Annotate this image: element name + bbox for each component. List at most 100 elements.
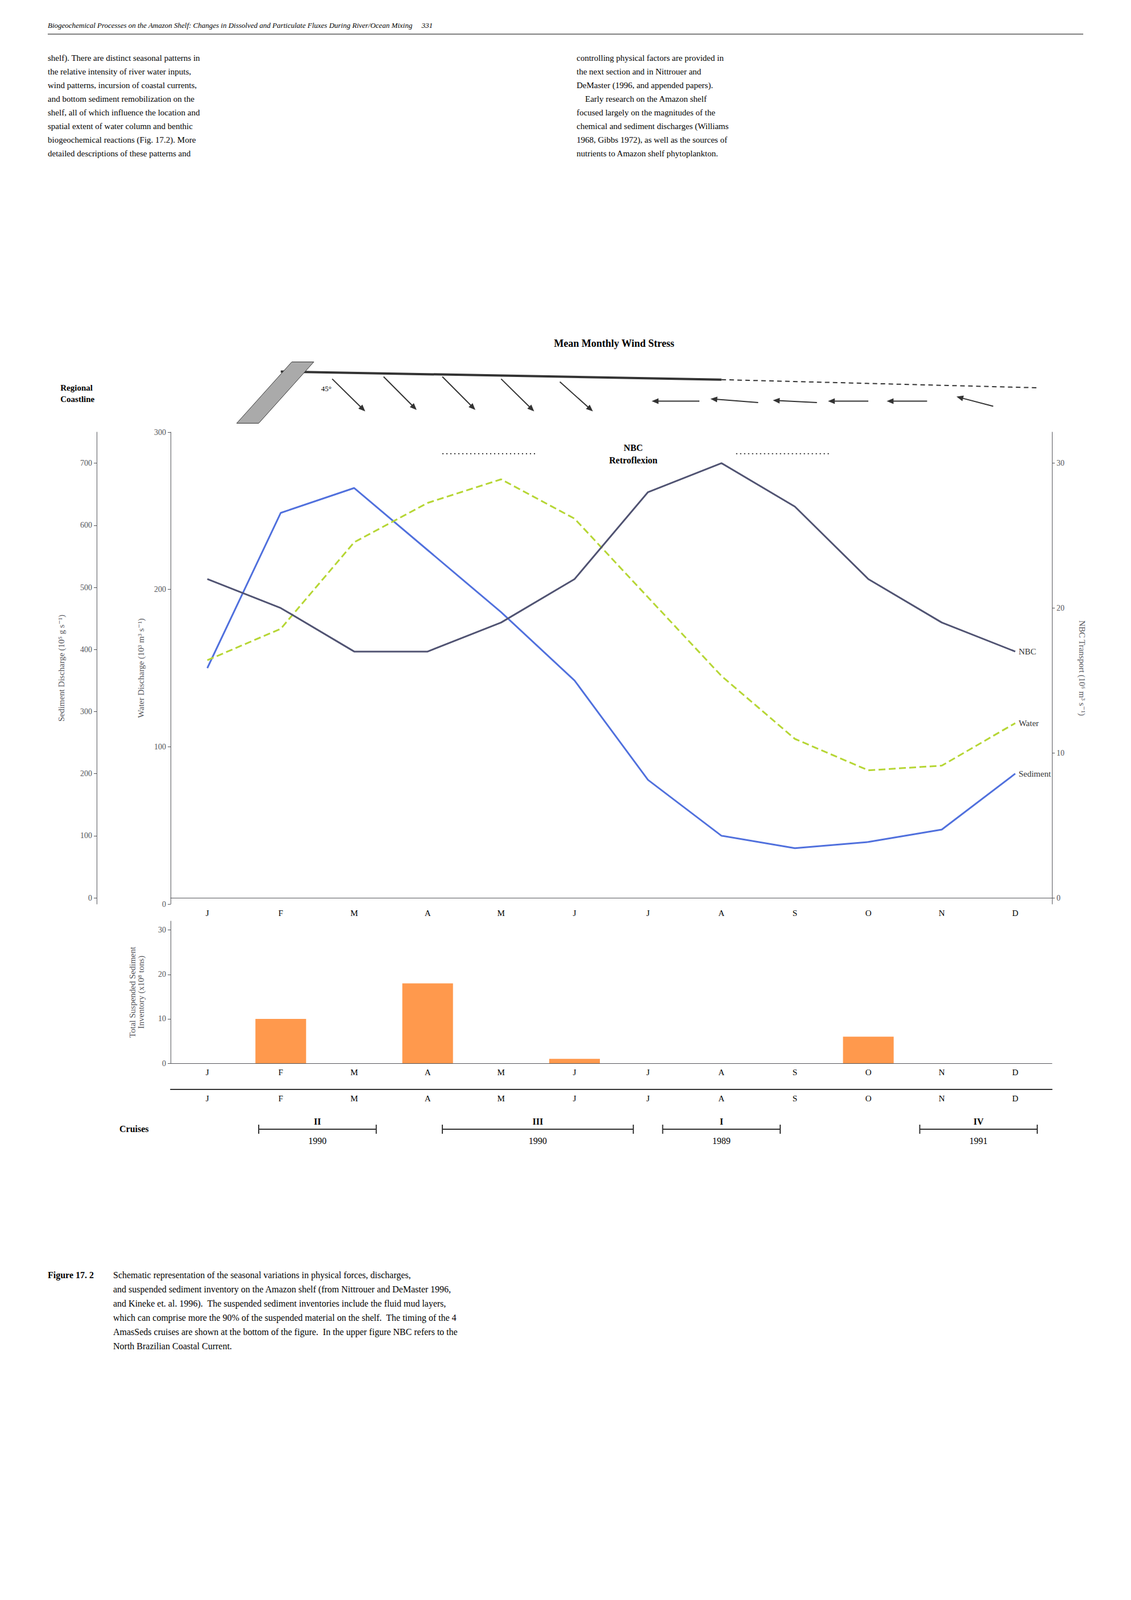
svg-text:A: A <box>424 1094 432 1104</box>
svg-text:F: F <box>278 1094 284 1104</box>
svg-text:M: M <box>497 908 505 918</box>
svg-text:0: 0 <box>1056 893 1061 903</box>
svg-text:0: 0 <box>162 900 167 909</box>
svg-text:1989: 1989 <box>712 1136 731 1146</box>
svg-text:J: J <box>572 1067 577 1077</box>
svg-text:D: D <box>1012 1067 1019 1077</box>
svg-text:biogeochemical reactions (Fig.: biogeochemical reactions (Fig. 17.2). Mo… <box>47 135 197 145</box>
svg-text:O: O <box>865 1094 872 1104</box>
svg-text:Sediment: Sediment <box>1018 769 1051 779</box>
svg-text:M: M <box>350 1067 358 1077</box>
svg-text:S: S <box>792 908 798 918</box>
svg-text:J: J <box>205 1067 210 1077</box>
svg-text:M: M <box>497 1094 505 1104</box>
svg-text:A: A <box>424 908 432 918</box>
svg-text:O: O <box>865 908 872 918</box>
svg-text:D: D <box>1012 1094 1019 1104</box>
svg-text:Inventory (x10⁸ tons): Inventory (x10⁸ tons) <box>136 955 147 1030</box>
svg-text:200: 200 <box>80 769 93 778</box>
svg-text:Water Discharge (10³ m³ s⁻¹): Water Discharge (10³ m³ s⁻¹) <box>136 618 147 719</box>
svg-text:IV: IV <box>973 1116 984 1127</box>
svg-text:Cruises: Cruises <box>119 1124 149 1134</box>
svg-text:Coastline: Coastline <box>60 394 95 404</box>
svg-text:Total Suspended Sediment: Total Suspended Sediment <box>127 946 138 1038</box>
svg-text:III: III <box>532 1116 544 1127</box>
svg-text:focused largely on the magnitu: focused largely on the magnitudes of the <box>576 108 716 118</box>
svg-text:Mean Monthly Wind Stress: Mean Monthly Wind Stress <box>553 337 675 350</box>
svg-text:F: F <box>278 1067 284 1077</box>
svg-text:N: N <box>938 908 946 918</box>
svg-text:J: J <box>205 1094 210 1104</box>
svg-text:Schematic representation of th: Schematic representation of the seasonal… <box>113 1270 412 1281</box>
svg-text:A: A <box>718 908 725 918</box>
svg-text:Early research on the Amazon s: Early research on the Amazon shelf <box>576 94 707 104</box>
svg-text:M: M <box>350 1094 358 1104</box>
svg-text:NBC: NBC <box>1018 647 1037 657</box>
svg-text:Sediment Discharge (10⁵ g s⁻¹): Sediment Discharge (10⁵ g s⁻¹) <box>56 614 67 722</box>
svg-text:200: 200 <box>154 585 167 594</box>
svg-text:1990: 1990 <box>528 1136 548 1146</box>
svg-text:S: S <box>792 1094 798 1104</box>
svg-text:J: J <box>646 908 650 918</box>
svg-text:N: N <box>938 1094 946 1104</box>
svg-text:O: O <box>865 1067 872 1077</box>
svg-text:500: 500 <box>80 583 93 592</box>
svg-text:AmasSeds cruises are shown at: AmasSeds cruises are shown at the bottom… <box>113 1327 458 1338</box>
svg-text:chemical and sediment discharg: chemical and sediment discharges (Willia… <box>576 121 729 132</box>
svg-text:North Brazilian Coastal Curren: North Brazilian Coastal Current. <box>113 1341 232 1352</box>
svg-text:10: 10 <box>158 1014 167 1023</box>
svg-text:600: 600 <box>80 520 93 530</box>
svg-text:Biogeochemical Processes on th: Biogeochemical Processes on the Amazon S… <box>47 21 433 30</box>
svg-text:J: J <box>572 908 577 918</box>
svg-text:controlling physical factors a: controlling physical factors are provide… <box>576 53 724 63</box>
svg-text:300: 300 <box>80 707 93 716</box>
svg-text:700: 700 <box>80 458 93 468</box>
svg-text:A: A <box>718 1067 725 1077</box>
svg-text:which can comprise more the 90: which can comprise more the 90% of the s… <box>113 1312 457 1324</box>
svg-text:1991: 1991 <box>969 1136 988 1146</box>
svg-text:Water: Water <box>1018 718 1039 728</box>
svg-text:20: 20 <box>1056 603 1065 613</box>
svg-text:NBC: NBC <box>623 442 644 453</box>
svg-text:detailed descriptions of these: detailed descriptions of these patterns … <box>47 148 192 159</box>
svg-text:shelf). There are distinct sea: shelf). There are distinct seasonal patt… <box>47 53 201 64</box>
svg-text:spatial extent of water column: spatial extent of water column and benth… <box>47 121 193 131</box>
svg-text:NBC Transport (10⁶ m³ s⁻¹): NBC Transport (10⁶ m³ s⁻¹) <box>1076 620 1087 716</box>
svg-text:Retroflexion: Retroflexion <box>609 455 658 466</box>
svg-text:300: 300 <box>154 428 167 437</box>
svg-text:D: D <box>1012 908 1019 918</box>
svg-text:and suspended sediment invento: and suspended sediment inventory on the … <box>113 1284 451 1295</box>
svg-text:the next section and in Nittro: the next section and in Nittrouer and <box>576 67 702 77</box>
svg-text:A: A <box>718 1094 725 1104</box>
svg-text:wind patterns, incursion of co: wind patterns, incursion of coastal curr… <box>47 80 197 90</box>
svg-text:10: 10 <box>1056 748 1065 758</box>
svg-text:S: S <box>792 1067 798 1077</box>
svg-text:J: J <box>646 1067 650 1077</box>
svg-text:N: N <box>938 1067 946 1077</box>
svg-text:30: 30 <box>158 925 167 935</box>
svg-text:and Kineke et. al. 1996). The: and Kineke et. al. 1996). The suspended … <box>113 1298 446 1309</box>
svg-text:II: II <box>313 1116 321 1127</box>
svg-text:J: J <box>572 1094 577 1104</box>
svg-text:J: J <box>646 1094 650 1104</box>
svg-text:and bottom sediment remobiliza: and bottom sediment remobilization on th… <box>47 94 195 104</box>
svg-text:20: 20 <box>158 970 167 979</box>
svg-text:J: J <box>205 908 210 918</box>
svg-text:Regional: Regional <box>60 383 93 393</box>
svg-text:M: M <box>350 908 358 918</box>
svg-text:100: 100 <box>154 742 167 752</box>
svg-text:A: A <box>424 1067 432 1077</box>
svg-text:45°: 45° <box>321 384 332 393</box>
svg-text:30: 30 <box>1056 458 1065 468</box>
svg-text:nutrients to Amazon shelf phyt: nutrients to Amazon shelf phytoplankton. <box>576 148 719 159</box>
svg-text:0: 0 <box>162 1059 167 1068</box>
svg-text:F: F <box>278 908 284 918</box>
svg-text:100: 100 <box>80 831 93 840</box>
svg-text:1990: 1990 <box>308 1136 327 1146</box>
svg-text:I: I <box>719 1116 724 1127</box>
svg-text:400: 400 <box>80 645 93 654</box>
svg-text:DeMaster (1996, and appended p: DeMaster (1996, and appended papers). <box>576 80 714 91</box>
svg-text:0: 0 <box>88 893 93 903</box>
svg-text:the relative intensity of rive: the relative intensity of river water in… <box>47 67 192 77</box>
svg-text:shelf, all of which influence: shelf, all of which influence the locati… <box>47 108 201 118</box>
